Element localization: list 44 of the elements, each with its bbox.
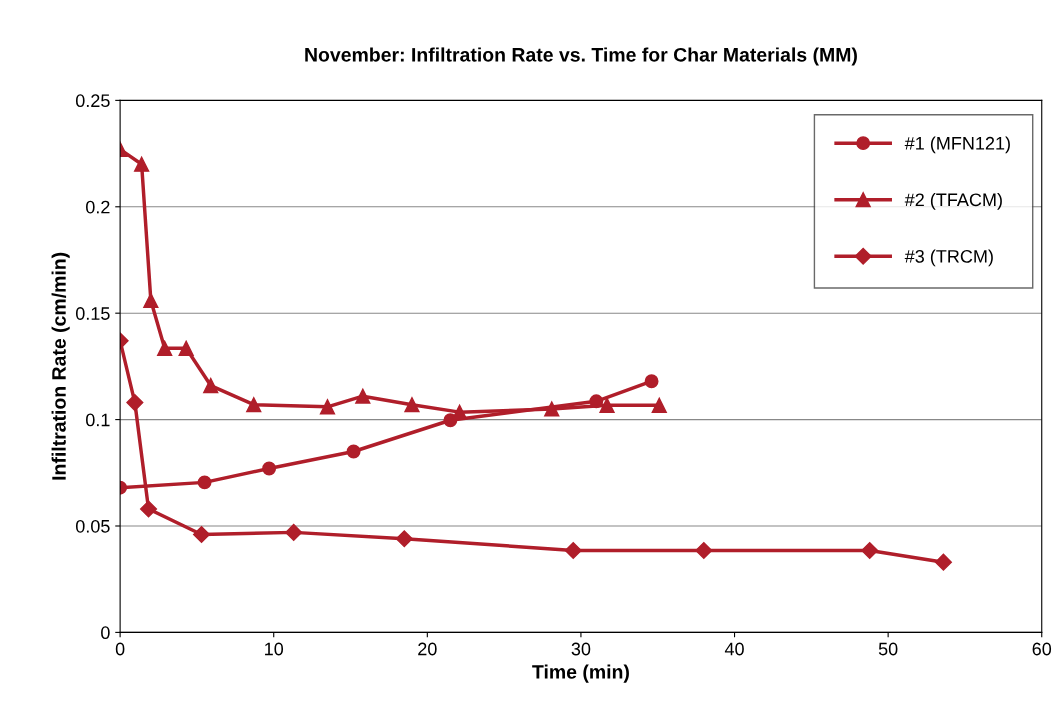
- point: [651, 397, 667, 413]
- point: [861, 541, 879, 560]
- x-tick-label: 60: [1032, 642, 1052, 656]
- legend-label: #1 (MFN121): [904, 136, 1010, 154]
- point: [395, 530, 413, 548]
- point: [203, 377, 219, 394]
- point: [544, 401, 560, 417]
- point: [133, 156, 150, 172]
- x-tick-label: 40: [724, 642, 744, 656]
- point: [319, 399, 336, 415]
- y-tick-label: 0.15: [75, 307, 110, 320]
- x-tick-label: 0: [115, 642, 125, 656]
- point: [126, 394, 144, 412]
- point: [599, 397, 615, 413]
- point: [355, 388, 371, 404]
- x-axis-title: Time (min): [532, 664, 629, 683]
- x-tick-label: 10: [265, 642, 284, 656]
- point: [695, 541, 713, 560]
- point: [246, 397, 262, 413]
- y-tick-label: 0.1: [86, 413, 110, 427]
- point: [157, 340, 173, 356]
- point: [197, 475, 212, 490]
- point: [143, 292, 159, 309]
- x-tick-label: 50: [878, 642, 898, 656]
- point: [564, 541, 582, 560]
- legend-label: #2 (TFACM): [904, 192, 1002, 210]
- point: [934, 553, 952, 571]
- y-tick-label: 0.2: [86, 200, 110, 214]
- x-tick-label: 30: [571, 642, 591, 656]
- y-axis-title: Infiltration Rate (cm/min): [51, 252, 70, 480]
- point: [178, 340, 194, 356]
- y-tick-label: 0.05: [75, 519, 110, 533]
- y-tick-label: 0.25: [75, 94, 110, 108]
- legend-label: #3 (TRCM): [904, 249, 993, 267]
- chart-title: November: Infiltration Rate vs. Time for Char Materials (MM): [305, 47, 857, 66]
- point: [346, 444, 361, 459]
- y-tick-label: 0: [101, 626, 110, 640]
- point: [404, 397, 420, 413]
- point: [192, 525, 211, 544]
- x-tick-label: 20: [418, 642, 437, 656]
- point: [644, 374, 659, 389]
- point: [139, 500, 158, 518]
- point: [285, 523, 303, 541]
- point: [262, 461, 277, 476]
